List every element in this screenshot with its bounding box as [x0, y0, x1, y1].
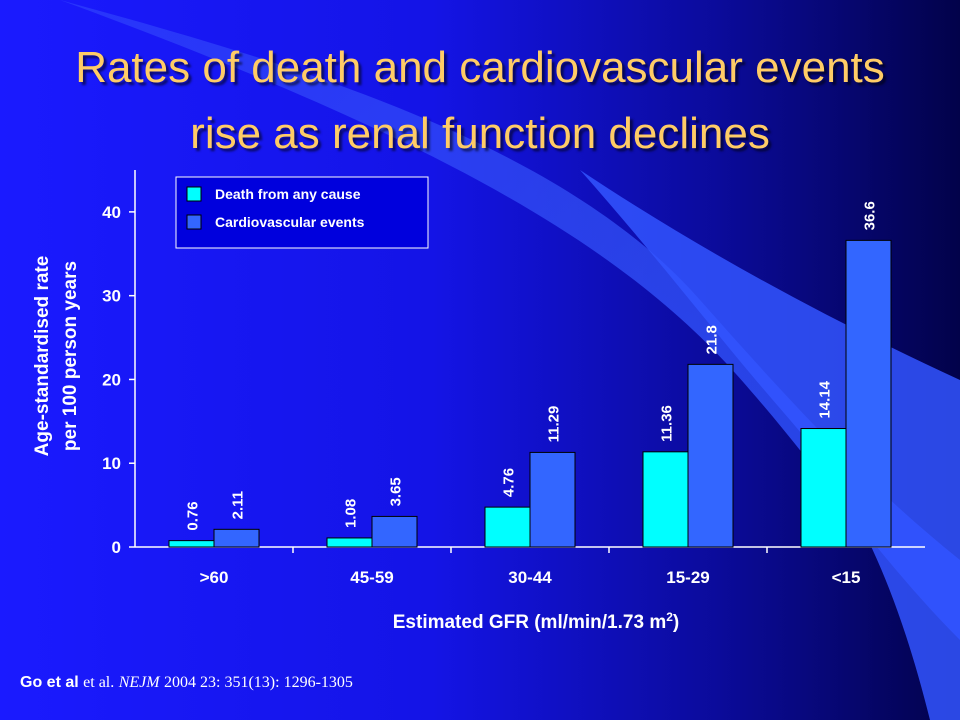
x-tick-label: 30-44: [508, 568, 552, 587]
citation-journal: NEJM: [118, 674, 160, 691]
x-axis-label-close: ): [673, 612, 679, 633]
citation-author: Go et al: [20, 674, 79, 691]
legend-label: Death from any cause: [215, 186, 361, 202]
y-tick-label: 0: [112, 538, 121, 557]
y-tick-label: 30: [102, 287, 121, 306]
data-label: 36.6: [862, 201, 879, 230]
data-label: 4.76: [501, 468, 518, 497]
legend-swatch: [186, 186, 202, 202]
y-tick-label: 40: [102, 203, 121, 222]
x-tick-label: <15: [832, 568, 861, 587]
data-label: 1.08: [343, 499, 360, 528]
x-tick-label: 45-59: [350, 568, 393, 587]
data-label: 3.65: [388, 477, 405, 506]
x-tick-label: >60: [200, 568, 229, 587]
bar-cardio: [687, 363, 734, 548]
bar-death: [642, 451, 689, 548]
citation-details: 2004 23: 351(13): 1296-1305: [164, 674, 353, 691]
citation-etal: et al.: [83, 674, 115, 691]
data-label: 0.76: [185, 501, 202, 530]
bar-death: [800, 428, 847, 548]
data-label: 21.8: [704, 325, 721, 354]
bar-cardio: [529, 451, 576, 548]
y-tick-label: 10: [102, 454, 121, 473]
legend-label: Cardiovascular events: [215, 214, 365, 230]
bar-cardio: [371, 515, 418, 548]
x-axis-label-main: Estimated GFR (ml/min/1.73 m: [393, 612, 666, 633]
data-label: 14.14: [817, 380, 834, 418]
data-label: 11.29: [546, 406, 563, 443]
legend-swatch: [186, 214, 202, 230]
x-tick-label: 15-29: [666, 568, 709, 587]
data-label: 11.36: [659, 405, 676, 442]
slide-title-line1: Rates of death and cardiovascular events: [75, 43, 885, 92]
citation: Go et al et al. NEJM 2004 23: 351(13): 1…: [20, 674, 353, 692]
bar-death: [484, 506, 531, 548]
bar-cardio: [845, 239, 892, 548]
legend-box: [175, 176, 429, 249]
bar-death: [168, 540, 215, 548]
x-axis-label-sup: 2: [666, 610, 673, 624]
x-axis-label: Estimated GFR (ml/min/1.73 m2): [393, 610, 679, 633]
y-tick-label: 20: [102, 370, 121, 389]
y-axis-label-line2: per 100 person years: [60, 261, 81, 451]
bar-death: [326, 537, 373, 548]
data-label: 2.11: [230, 491, 247, 519]
y-axis-label-line1: Age-standardised rate: [32, 256, 53, 457]
bar-cardio: [213, 528, 260, 548]
slide-title-line2: rise as renal function declines: [190, 109, 770, 158]
